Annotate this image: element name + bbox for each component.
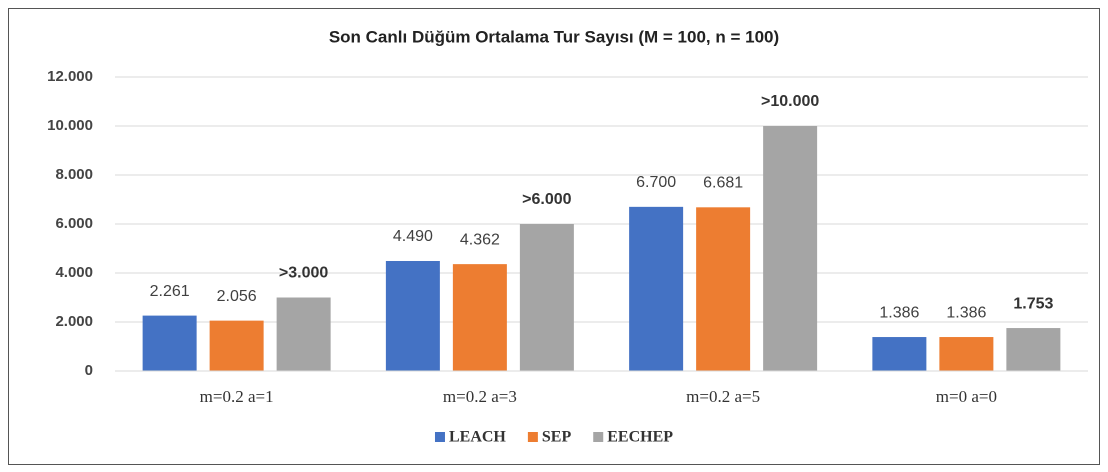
value-label: 1.753 (1013, 295, 1053, 312)
chart-title: Son Canlı Düğüm Ortalama Tur Sayısı (M =… (329, 27, 779, 46)
bar (452, 264, 507, 371)
value-label: 2.261 (150, 283, 190, 300)
bar (385, 260, 440, 371)
value-label: >6.000 (522, 191, 571, 208)
y-tick-label: 2.000 (55, 313, 93, 330)
value-label: 2.056 (217, 288, 257, 305)
bar (629, 206, 684, 371)
y-tick-label: 8.000 (55, 166, 93, 183)
x-tick-label: m=0.2 a=3 (443, 387, 517, 406)
x-tick-label: m=0.2 a=5 (686, 387, 760, 406)
bar (696, 207, 751, 371)
y-tick-label: 12.000 (47, 68, 93, 85)
value-label: 1.386 (879, 304, 919, 321)
bar (276, 297, 331, 371)
legend-label: EECHEP (607, 429, 673, 446)
legend-swatch (527, 432, 538, 442)
value-label: 4.490 (393, 228, 433, 245)
bar (142, 315, 197, 371)
legend-swatch (593, 432, 604, 442)
bar (519, 224, 574, 371)
value-label: 4.362 (460, 231, 500, 248)
bar (939, 337, 994, 371)
value-label: 1.386 (946, 304, 986, 321)
bar (872, 337, 927, 371)
value-label: >10.000 (761, 93, 819, 110)
legend-swatch (434, 432, 445, 442)
bar (763, 126, 818, 371)
y-tick-label: 10.000 (47, 117, 93, 134)
legend-label: LEACH (449, 429, 506, 446)
value-label: 6.681 (703, 175, 743, 192)
x-tick-label: m=0.2 a=1 (200, 387, 274, 406)
bar (209, 320, 264, 371)
value-label: >3.000 (279, 265, 328, 282)
y-tick-label: 4.000 (55, 264, 93, 281)
y-tick-label: 6.000 (55, 215, 93, 232)
x-tick-label: m=0 a=0 (936, 387, 997, 406)
value-label: 6.700 (636, 174, 676, 191)
legend-label: SEP (542, 429, 572, 446)
y-tick-label: 0 (85, 362, 93, 379)
bar (1006, 328, 1061, 371)
